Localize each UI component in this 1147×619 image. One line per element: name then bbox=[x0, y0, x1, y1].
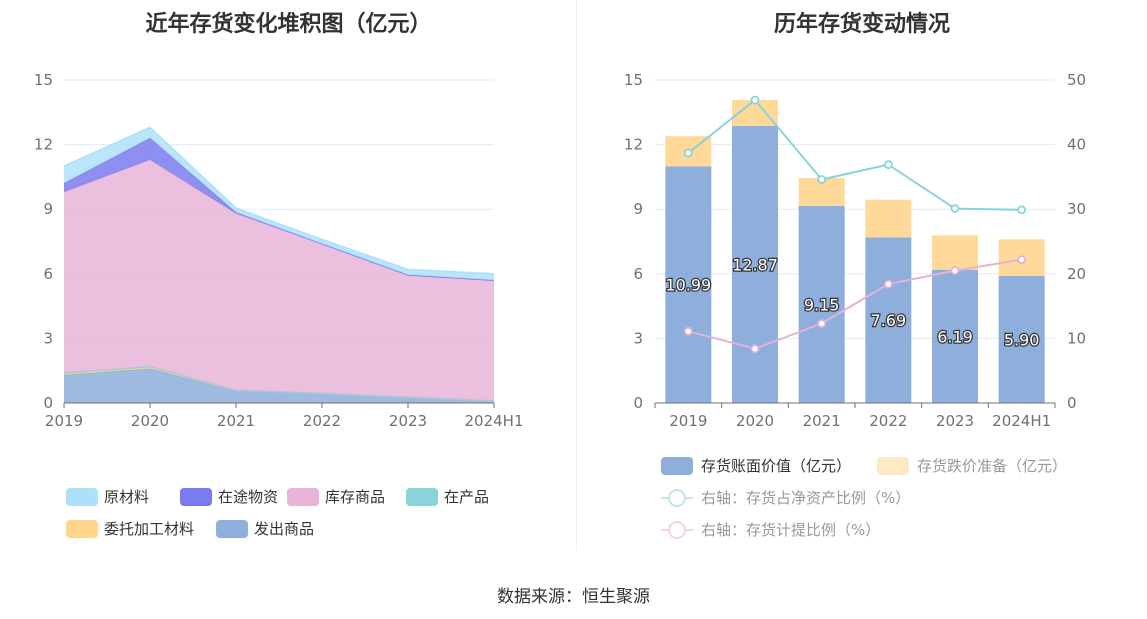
legend-swatch bbox=[66, 520, 98, 538]
x-tick-label: 2020 bbox=[736, 412, 774, 430]
bar-data-label: 5.90 bbox=[1004, 330, 1040, 349]
legend-swatch bbox=[661, 457, 693, 475]
y-tick-label: 6 bbox=[633, 265, 643, 283]
legend-swatch bbox=[216, 520, 248, 538]
y2-tick-label: 50 bbox=[1067, 71, 1086, 89]
legend-label: 原材料 bbox=[104, 488, 149, 506]
y2-tick-label: 30 bbox=[1067, 200, 1086, 218]
panel-divider bbox=[576, 0, 577, 550]
x-tick-label: 2019 bbox=[45, 412, 83, 430]
legend-label: 右轴：存货计提比例（%） bbox=[701, 521, 880, 539]
line-point bbox=[883, 160, 893, 170]
legend-line-marker bbox=[668, 521, 686, 539]
left-chart-title: 近年存货变化堆积图（亿元） bbox=[145, 12, 432, 37]
line-point bbox=[817, 175, 827, 184]
bar-line-panel: 历年存货变动情况 0 3 6 9 12 15 0 10 20 30 40 50 10.99 12.87 9.… bbox=[577, 0, 1147, 560]
legend-swatch bbox=[406, 488, 438, 506]
y-tick-label: 0 bbox=[633, 394, 643, 412]
bar-impairment bbox=[932, 235, 978, 270]
line-point bbox=[883, 279, 893, 289]
y-tick-label: 9 bbox=[43, 200, 53, 218]
legend-swatch bbox=[287, 488, 319, 506]
legend-swatch bbox=[66, 488, 98, 506]
legend-swatch bbox=[877, 457, 909, 475]
line-point bbox=[683, 326, 693, 336]
line-point bbox=[683, 148, 693, 158]
legend-swatch bbox=[180, 488, 212, 506]
bar-data-label: 6.19 bbox=[937, 327, 973, 346]
y2-tick-label: 20 bbox=[1067, 265, 1086, 283]
line-point bbox=[750, 95, 760, 105]
y-tick-label: 15 bbox=[34, 71, 53, 89]
bar-book-value bbox=[665, 166, 712, 403]
line-series bbox=[688, 258, 1022, 350]
bar-data-label: 9.15 bbox=[804, 295, 840, 314]
x-tick-label: 2022 bbox=[869, 412, 907, 430]
y-tick-label: 3 bbox=[43, 329, 53, 347]
data-source: 数据来源：恒生聚源 bbox=[497, 587, 650, 607]
x-tick-label: 2024H1 bbox=[992, 412, 1051, 430]
y-tick-label: 3 bbox=[633, 329, 643, 347]
stacked-bar-line-chart: 0 3 6 9 12 15 0 10 20 30 40 50 10.99 12.87 9.15 7.69 6.1… bbox=[624, 71, 1086, 539]
x-tick-label: 2019 bbox=[669, 412, 707, 430]
line-point bbox=[1017, 255, 1027, 264]
legend-label: 存货跌价准备（亿元） bbox=[917, 457, 1067, 475]
x-tick-label: 2021 bbox=[217, 412, 255, 430]
stacked-area-panel: 近年存货变化堆积图（亿元） 0 3 6 9 12 15 2019 2020 2021 2022 20… bbox=[0, 0, 577, 560]
y2-tick-label: 40 bbox=[1067, 136, 1086, 154]
y-tick-label: 15 bbox=[624, 71, 643, 89]
line-point bbox=[950, 266, 960, 275]
bar-book-value bbox=[865, 237, 912, 403]
x-tick-label: 2023 bbox=[389, 412, 427, 430]
right-chart-title: 历年存货变动情况 bbox=[773, 12, 950, 37]
bar-book-value bbox=[798, 205, 845, 403]
y-tick-label: 0 bbox=[43, 394, 53, 412]
x-tick-label: 2022 bbox=[303, 412, 341, 430]
y2-tick-label: 0 bbox=[1067, 394, 1077, 412]
legend-label: 库存商品 bbox=[325, 488, 385, 506]
legend-label: 右轴：存货占净资产比例（%） bbox=[701, 489, 910, 507]
bar-book-value bbox=[732, 125, 778, 403]
x-tick-label: 2024H1 bbox=[465, 412, 524, 430]
y-tick-label: 12 bbox=[34, 136, 53, 154]
bar-data-label: 10.99 bbox=[665, 276, 711, 295]
line-point bbox=[750, 344, 760, 354]
y-tick-label: 12 bbox=[624, 136, 643, 154]
bar-impairment bbox=[865, 199, 912, 238]
legend-label: 存货账面价值（亿元） bbox=[701, 457, 851, 475]
area-series bbox=[64, 159, 494, 401]
legend-label: 发出商品 bbox=[254, 520, 314, 538]
bar-data-label: 12.87 bbox=[732, 255, 778, 274]
area-series-edge bbox=[63, 126, 495, 275]
bar-book-value bbox=[932, 269, 978, 403]
y2-tick-label: 10 bbox=[1067, 329, 1086, 347]
line-series bbox=[687, 98, 1022, 211]
x-tick-label: 2021 bbox=[803, 412, 841, 430]
y-tick-label: 6 bbox=[43, 265, 53, 283]
x-tick-label: 2023 bbox=[936, 412, 974, 430]
area-series bbox=[64, 368, 494, 403]
line-point bbox=[950, 204, 960, 213]
legend-label: 在途物资 bbox=[218, 488, 278, 506]
line-point bbox=[817, 319, 827, 328]
y-tick-label: 9 bbox=[633, 200, 643, 218]
bar-data-label: 7.69 bbox=[871, 311, 907, 330]
line-point bbox=[1017, 205, 1027, 215]
x-tick-label: 2020 bbox=[131, 412, 169, 430]
stacked-area-chart: 0 3 6 9 12 15 2019 2020 2021 2022 2023 2024H1 原材料 在途物… bbox=[34, 71, 524, 538]
bar-book-value bbox=[998, 275, 1045, 403]
legend-line-marker bbox=[668, 489, 686, 507]
legend-label: 委托加工材料 bbox=[104, 520, 194, 538]
legend-label: 在产品 bbox=[444, 488, 489, 506]
